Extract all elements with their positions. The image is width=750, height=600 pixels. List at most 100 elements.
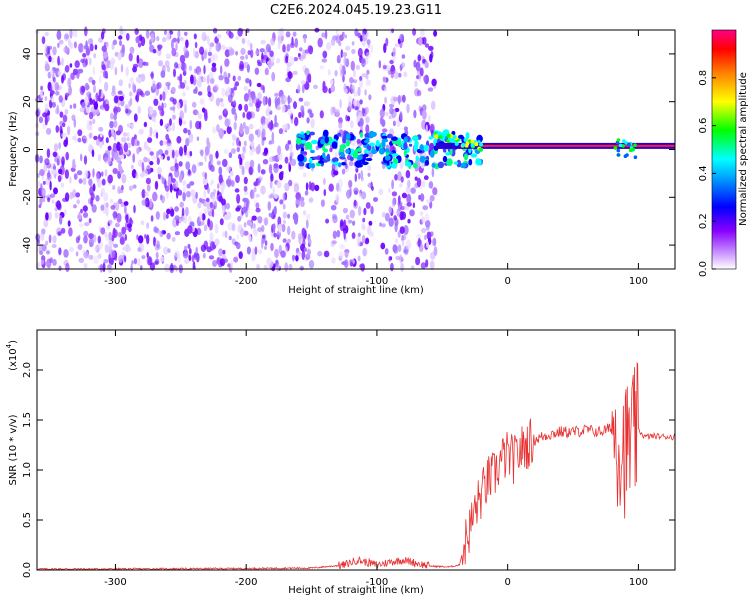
- spectrogram-cell: [123, 255, 127, 263]
- spectrogram-cell: [199, 161, 204, 166]
- spectrogram-cell: [364, 149, 369, 154]
- spectrogram-cell: [208, 153, 214, 160]
- spectrogram-cell: [204, 208, 209, 215]
- spectrogram-cell: [207, 35, 210, 46]
- spectrogram-cell: [246, 64, 250, 73]
- spectrogram-cell: [108, 174, 113, 184]
- spectrogram-cell: [246, 111, 252, 120]
- spectrogram-cell: [255, 207, 261, 213]
- spectrogram-cell: [73, 118, 77, 128]
- spectrogram-cell: [395, 238, 398, 244]
- spectrogram-cell: [174, 62, 179, 69]
- spectrogram-cell: [122, 132, 128, 137]
- spectrogram-cell: [64, 169, 69, 180]
- spectrogram-cell: [188, 254, 192, 262]
- spectrogram-cell: [205, 197, 210, 203]
- spectrogram-cell: [399, 111, 403, 121]
- spectrogram-cell: [434, 134, 439, 139]
- spectrogram-cell: [270, 242, 274, 252]
- spectrogram-cell: [65, 262, 70, 273]
- spectrogram-cell: [202, 107, 206, 113]
- spectrogram-cell: [108, 129, 112, 138]
- spectrogram-cell: [178, 146, 184, 157]
- spectrogram-cell: [401, 239, 405, 247]
- spectrogram-cell: [167, 84, 170, 90]
- spectrogram-cell: [138, 58, 144, 69]
- spectrogram-cell: [298, 161, 305, 166]
- spectrogram-cell: [51, 199, 55, 204]
- spectrogram-cell: [98, 89, 102, 98]
- spectrogram-cell: [463, 137, 468, 142]
- spectrogram-cell: [295, 254, 299, 262]
- spectrogram-cell: [256, 82, 262, 88]
- spectrogram-cell: [320, 138, 326, 145]
- spectrogram-cell: [118, 35, 123, 40]
- spectrogram-cell: [274, 248, 279, 258]
- spectrogram-cell: [335, 29, 339, 36]
- spectrogram-cell: [323, 177, 326, 185]
- spectrogram-cell: [47, 173, 52, 181]
- spectrogram-cell: [353, 91, 359, 97]
- spectrogram-cell: [255, 49, 259, 56]
- spectrogram-cell: [146, 222, 150, 230]
- spectrogram-cell: [65, 151, 69, 161]
- spectrogram-cell: [271, 131, 275, 142]
- spectrogram-cell: [420, 262, 427, 269]
- spectrogram-cell: [91, 204, 97, 213]
- spectrogram-cell: [418, 194, 421, 200]
- spectrogram-cell: [289, 56, 295, 66]
- spectrogram-cell: [225, 165, 232, 172]
- spectrogram-cell: [45, 240, 49, 246]
- x-tick-label: 0: [504, 276, 510, 287]
- spectrogram-cell: [396, 208, 401, 217]
- spectrogram-cell: [351, 41, 355, 46]
- spectrogram-cell: [58, 265, 62, 272]
- spectrogram-cell: [359, 117, 364, 127]
- spectrogram-cell: [130, 123, 134, 129]
- spectrogram-cell: [75, 251, 79, 257]
- spectrogram-cell: [260, 185, 266, 195]
- spectrogram-cell: [120, 64, 124, 73]
- spectrogram-cell: [93, 255, 99, 264]
- spectrogram-cell: [423, 175, 429, 181]
- spectrogram-cell: [128, 52, 133, 62]
- spectrogram-cell: [169, 183, 173, 193]
- spectrogram-cell: [105, 41, 110, 49]
- spectrogram-cell: [221, 87, 225, 97]
- spectrogram-cell: [314, 184, 320, 192]
- spectrogram-cell: [250, 49, 254, 59]
- spectrogram-cell: [129, 77, 134, 83]
- spectrogram-cell: [100, 187, 105, 195]
- spectrogram-cell: [414, 140, 419, 148]
- spectrogram-cell: [169, 96, 175, 102]
- spectrogram-cell: [235, 36, 239, 41]
- spectrogram-cell: [242, 146, 246, 153]
- spectrogram-cell: [252, 229, 257, 235]
- spectrogram-cell: [168, 176, 172, 183]
- spectrogram-cell: [269, 179, 273, 189]
- spectrogram-cell: [406, 103, 410, 114]
- spectrogram-cell: [243, 140, 247, 147]
- spectrogram-cell: [417, 237, 421, 248]
- spectrogram-cell: [356, 138, 361, 144]
- spectrogram-cell: [84, 26, 88, 37]
- spectrogram-cell: [88, 254, 94, 260]
- spectrogram-cell: [392, 96, 399, 102]
- spectrogram-cell: [94, 44, 98, 50]
- snr-series-line: [36, 361, 676, 571]
- spectrogram-cell: [429, 195, 435, 202]
- spectrogram-cell: [212, 165, 215, 172]
- spectrogram-cell: [339, 63, 343, 72]
- spectrogram-cell: [147, 137, 153, 143]
- spectrogram-cell: [158, 60, 163, 67]
- spectrogram-cell: [270, 37, 275, 46]
- spectrogram-cell: [113, 120, 118, 128]
- spectrogram-cell: [278, 164, 283, 170]
- spectrogram-cell: [350, 84, 355, 94]
- spectrogram-cell: [188, 248, 192, 255]
- spectrogram-cell: [63, 209, 67, 216]
- spectrogram-cell: [381, 212, 386, 218]
- spectrogram-cell: [393, 71, 399, 79]
- spectrogram-cell: [366, 144, 372, 151]
